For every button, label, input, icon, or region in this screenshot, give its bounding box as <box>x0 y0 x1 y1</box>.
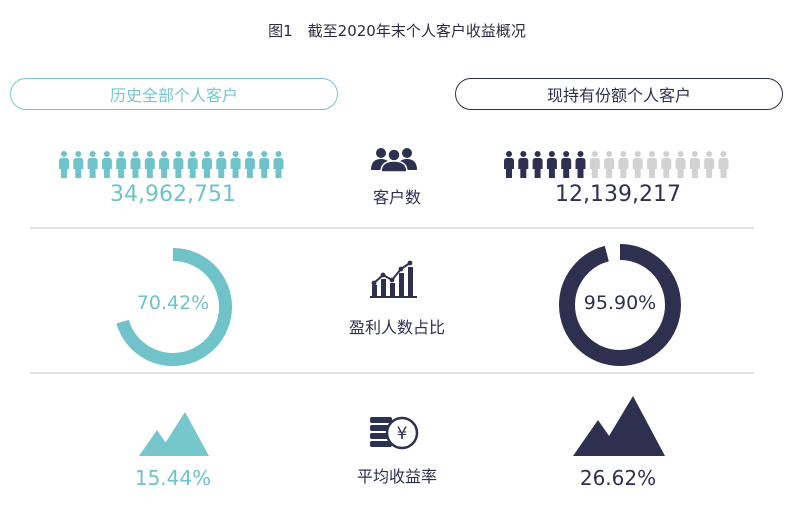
coin-stack-yuan-icon: ¥ <box>370 416 419 450</box>
current-customers-person-icon <box>532 151 543 178</box>
current-customers-person-icon <box>504 151 514 178</box>
all-customers-person-icon <box>259 151 270 178</box>
current-customers-person-icon <box>632 151 643 178</box>
header-pill-current-customers: 现持有份额个人客户 <box>455 78 783 110</box>
header-label-all-customers: 历史全部个人客户 <box>109 86 238 105</box>
all-customers-person-icon <box>130 151 141 178</box>
people-pictogram-all <box>59 151 284 178</box>
all-customers-person-icon <box>187 151 198 178</box>
all-customers-person-icon <box>116 151 127 178</box>
current-customers-person-icon <box>618 151 629 178</box>
customers-label: 客户数 <box>372 188 421 207</box>
current-customers-person-icon <box>604 151 615 178</box>
all-customers-person-icon <box>230 151 241 178</box>
all-customers-person-icon <box>59 151 69 178</box>
avg-return-value-all: 15.44% <box>134 466 212 490</box>
all-customers-person-icon <box>244 151 255 178</box>
current-customers-person-icon <box>689 151 700 178</box>
avg-return-value-current: 26.62% <box>579 466 657 490</box>
profit-ratio-ring-all <box>114 248 232 366</box>
all-customers-person-icon <box>101 151 112 178</box>
all-customers-person-icon <box>144 151 155 178</box>
mountain-icon-current <box>573 396 665 456</box>
all-customers-person-icon <box>87 151 98 178</box>
current-customers-person-icon <box>561 151 572 178</box>
current-customers-person-icon <box>718 151 729 178</box>
divider-2 <box>30 372 754 374</box>
profit-ratio-value-current: 95.90% <box>583 292 657 314</box>
current-customers-person-icon <box>704 151 715 178</box>
mountain-icon-all <box>139 412 209 456</box>
current-customers-person-icon <box>575 151 586 178</box>
avg-return-label: 平均收益率 <box>356 467 437 486</box>
header-label-current-customers: 现持有份额个人客户 <box>546 86 691 105</box>
customers-value-current: 12,139,217 <box>555 182 681 207</box>
current-customers-person-icon <box>647 151 657 178</box>
divider-1 <box>30 227 754 229</box>
current-customers-person-icon <box>546 151 557 178</box>
rising-bar-chart-icon <box>370 260 417 298</box>
profit-ratio-value-all: 70.42% <box>136 292 210 314</box>
all-customers-person-icon <box>159 151 170 178</box>
people-group-icon <box>371 148 417 172</box>
svg-text:¥: ¥ <box>397 424 408 444</box>
all-customers-person-icon <box>273 151 284 178</box>
all-customers-person-icon <box>202 151 212 178</box>
all-customers-person-icon <box>216 151 227 178</box>
current-customers-person-icon <box>589 151 600 178</box>
chart-title: 图1 截至2020年末个人客户收益概况 <box>268 22 526 40</box>
people-pictogram-current <box>504 151 729 178</box>
all-customers-person-icon <box>173 151 184 178</box>
header-pill-all-customers: 历史全部个人客户 <box>10 78 338 110</box>
profit-ratio-ring-current <box>559 244 681 366</box>
profit-ratio-arc-current <box>559 244 681 366</box>
profit-ratio-label: 盈利人数占比 <box>348 318 445 337</box>
current-customers-person-icon <box>675 151 686 178</box>
all-customers-person-icon <box>73 151 84 178</box>
current-customers-person-icon <box>661 151 672 178</box>
current-customers-person-icon <box>518 151 529 178</box>
profit-ratio-arc-all <box>114 248 232 366</box>
customers-value-all: 34,962,751 <box>110 182 236 207</box>
